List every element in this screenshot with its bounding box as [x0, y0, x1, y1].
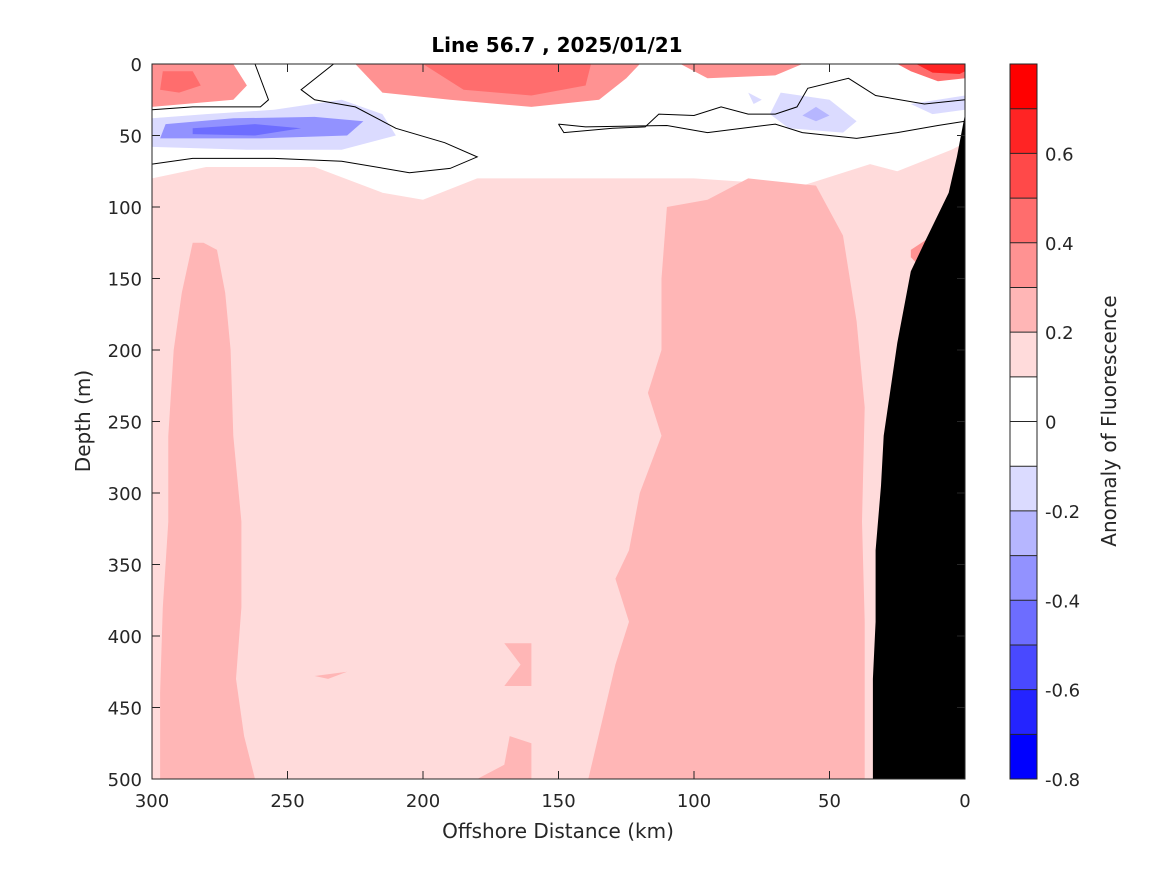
colorbar-block: [1010, 153, 1037, 199]
y-tick-label: 300: [108, 484, 142, 505]
anomaly-region-5: [314, 671, 348, 679]
anomaly-region-8: [160, 71, 201, 93]
anomaly-region-16: [192, 124, 302, 136]
y-tick-label: 450: [108, 699, 142, 720]
colorbar-block: [1010, 510, 1037, 556]
colorbar-tick-label: -0.8: [1045, 770, 1080, 791]
y-tick-label: 350: [108, 556, 142, 577]
plot-area: [151, 63, 966, 780]
zero-contour-3: [558, 120, 965, 139]
colorbar-block: [1010, 287, 1037, 333]
colorbar-block: [1010, 644, 1037, 690]
anomaly-region-3: [504, 643, 532, 686]
colorbar-block: [1010, 198, 1037, 243]
zero-contour-0: [152, 64, 270, 111]
colorbar-block: [1010, 421, 1037, 467]
anomaly-region-20: [910, 95, 965, 115]
y-axis-ticks: 0 50 100 150 200 250 300 350 400 450 500: [108, 55, 965, 791]
anomaly-region-13: [916, 64, 965, 74]
colorbar-block: [1010, 466, 1037, 511]
colorbar-block: [1010, 332, 1037, 377]
bathymetry-mask: [872, 114, 965, 779]
zero-contour-2: [558, 77, 965, 134]
y-tick-label: 250: [108, 413, 142, 434]
anomaly-region-10: [423, 64, 591, 96]
colorbar-blocks: [1010, 64, 1037, 779]
colorbar-block: [1010, 108, 1037, 154]
colorbar-tick-label: -0.2: [1045, 502, 1080, 523]
x-tick-label: 250: [270, 791, 304, 812]
anomaly-region-18: [802, 106, 830, 122]
colorbar-block: [1010, 734, 1037, 779]
x-tick-label: 100: [677, 791, 711, 812]
colorbar-tick-label: -0.4: [1045, 591, 1080, 612]
chart-title: Line 56.7 , 2025/01/21: [431, 33, 682, 57]
colorbar-tick-label: 0.6: [1045, 144, 1074, 165]
colorbar-tick-label: 0: [1045, 413, 1056, 434]
y-tick-label: 100: [108, 198, 142, 219]
colorbar-block: [1010, 242, 1037, 288]
colorbar-label: Anomaly of Fluorescence: [1097, 295, 1121, 546]
anomaly-region-19: [748, 92, 762, 104]
colorbar-tick-label: 0.4: [1045, 234, 1074, 255]
colorbar: 0.6 0.4 0.2 0 -0.2 -0.4 -0.6 -0.8 Anomaly of Fl…: [1009, 63, 1121, 791]
zero-contour-1: [152, 64, 479, 174]
colorbar-block: [1010, 376, 1037, 422]
colorbar-block: [1010, 64, 1037, 109]
x-axis-label: Offshore Distance (km): [442, 819, 674, 843]
x-tick-label: 0: [959, 791, 970, 812]
y-tick-label: 50: [119, 127, 142, 148]
colorbar-tick-label: 0.2: [1045, 323, 1074, 344]
anomaly-region-1: [160, 242, 255, 779]
anomaly-regions: [152, 64, 965, 779]
y-tick-label: 200: [108, 341, 142, 362]
anomaly-region-4: [477, 736, 532, 779]
y-axis-label: Depth (m): [71, 370, 95, 472]
colorbar-block: [1010, 689, 1037, 735]
x-tick-label: 50: [818, 791, 841, 812]
x-tick-label: 300: [135, 791, 169, 812]
anomaly-region-11: [680, 64, 803, 79]
colorbar-block: [1010, 600, 1037, 645]
x-tick-label: 200: [406, 791, 440, 812]
zero-contour-lines: [152, 64, 965, 174]
y-tick-label: 150: [108, 270, 142, 291]
y-tick-label: 500: [108, 770, 142, 791]
colorbar-tick-label: -0.6: [1045, 681, 1080, 702]
y-tick-label: 0: [131, 55, 142, 76]
y-tick-label: 400: [108, 627, 142, 648]
anomaly-region-2: [588, 178, 865, 779]
x-tick-label: 150: [541, 791, 575, 812]
colorbar-block: [1010, 555, 1037, 601]
colorbar-ticks: 0.6 0.4 0.2 0 -0.2 -0.4 -0.6 -0.8: [1010, 63, 1080, 791]
x-axis-ticks: 300 250 200 150 100 50 0: [135, 64, 971, 812]
bathymetry-mask-shape: [872, 114, 965, 779]
